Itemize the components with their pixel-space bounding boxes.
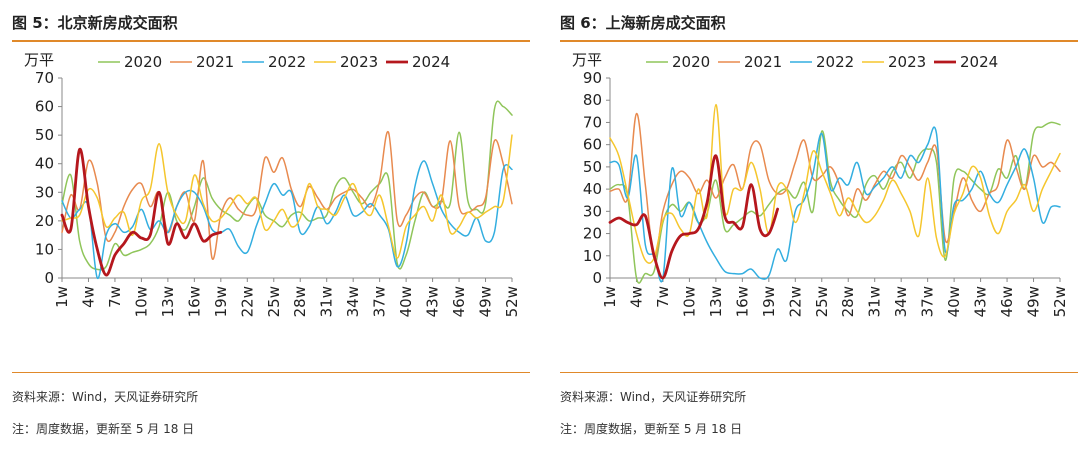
x-tick-label: 10w <box>680 286 698 317</box>
y-tick-label: 40 <box>583 180 602 198</box>
x-tick-label: 19w <box>212 286 230 317</box>
legend-label-2023: 2023 <box>888 53 926 71</box>
x-tick-label: 28w <box>291 286 309 317</box>
bottom-divider <box>12 372 530 373</box>
series-line-2021 <box>61 131 513 260</box>
x-tick-label: 49w <box>1025 286 1043 317</box>
y-axis-unit-label: 万平 <box>572 51 602 69</box>
y-tick-label: 30 <box>35 183 54 201</box>
legend-label-2022: 2022 <box>816 53 854 71</box>
x-tick-label: 34w <box>892 286 910 317</box>
update-note: 注：周度数据，更新至 5 月 18 日 <box>560 422 743 436</box>
x-tick-label: 22w <box>238 286 256 317</box>
x-tick-label: 31w <box>866 286 884 317</box>
x-tick-label: 25w <box>265 286 283 317</box>
x-tick-label: 13w <box>159 286 177 317</box>
x-tick-label: 43w <box>424 286 442 317</box>
x-tick-label: 46w <box>450 286 468 317</box>
x-tick-label: 1w <box>601 286 619 308</box>
y-axis-unit-label: 万平 <box>24 51 54 69</box>
x-tick-label: 10w <box>132 286 150 317</box>
y-tick-label: 60 <box>583 136 602 154</box>
chart-panel-beijing: 图 5：北京新房成交面积 0 10 20 30 40 50 60 70 万平 1w 4w 7w 10w 1… <box>12 0 532 450</box>
legend-label-2024: 2024 <box>412 53 450 71</box>
y-tick-label: 0 <box>44 269 54 287</box>
series-line-2024 <box>608 154 779 280</box>
series-line-2022 <box>61 160 513 279</box>
source-note: 资料来源：Wind，天风证券研究所 <box>12 390 199 404</box>
x-tick-label: 52w <box>503 286 521 317</box>
figure-title: 图 6：上海新房成交面积 <box>560 14 726 32</box>
title-divider <box>560 40 1078 42</box>
legend-label-2020: 2020 <box>124 53 162 71</box>
series-line-2023 <box>609 103 1061 264</box>
legend-label-2023: 2023 <box>340 53 378 71</box>
y-tick-label: 50 <box>583 158 602 176</box>
y-tick-label: 10 <box>583 247 602 265</box>
x-tick-label: 4w <box>627 286 645 308</box>
y-tick-label: 60 <box>35 98 54 116</box>
source-note: 资料来源：Wind，天风证券研究所 <box>560 390 747 404</box>
x-tick-label: 52w <box>1051 286 1069 317</box>
y-tick-label: 10 <box>35 240 54 258</box>
x-tick-label: 7w <box>654 286 672 308</box>
legend-label-2022: 2022 <box>268 53 306 71</box>
x-tick-label: 40w <box>945 286 963 317</box>
x-tick-label: 19w <box>760 286 778 317</box>
x-tick-label: 37w <box>371 286 389 317</box>
x-tick-label: 31w <box>318 286 336 317</box>
x-tick-label: 46w <box>998 286 1016 317</box>
x-tick-label: 7w <box>106 286 124 308</box>
series-line-2020 <box>61 100 513 271</box>
x-tick-label: 49w <box>477 286 495 317</box>
title-divider <box>12 40 530 42</box>
y-tick-label: 50 <box>35 126 54 144</box>
x-tick-label: 22w <box>786 286 804 317</box>
bottom-divider <box>560 372 1078 373</box>
x-tick-label: 34w <box>344 286 362 317</box>
x-tick-label: 16w <box>185 286 203 317</box>
x-tick-label: 43w <box>972 286 990 317</box>
y-tick-label: 70 <box>583 113 602 131</box>
x-tick-label: 1w <box>53 286 71 308</box>
legend-label-2020: 2020 <box>672 53 710 71</box>
legend-label-2024: 2024 <box>960 53 998 71</box>
update-note: 注：周度数据，更新至 5 月 18 日 <box>12 422 195 436</box>
y-tick-label: 30 <box>583 202 602 220</box>
figure-title: 图 5：北京新房成交面积 <box>12 14 178 32</box>
x-tick-label: 13w <box>707 286 725 317</box>
legend-label-2021: 2021 <box>196 53 234 71</box>
x-tick-label: 28w <box>839 286 857 317</box>
series-line-2021 <box>609 112 1061 259</box>
x-tick-label: 40w <box>397 286 415 317</box>
y-tick-label: 80 <box>583 91 602 109</box>
legend-label-2021: 2021 <box>744 53 782 71</box>
series-line-2023 <box>61 134 513 259</box>
x-tick-label: 16w <box>733 286 751 317</box>
x-tick-label: 4w <box>79 286 97 308</box>
y-tick-label: 40 <box>35 155 54 173</box>
x-tick-label: 37w <box>919 286 937 317</box>
series-line-2022 <box>609 126 1061 283</box>
x-tick-label: 25w <box>813 286 831 317</box>
y-tick-label: 0 <box>592 269 602 287</box>
series-line-2024 <box>60 147 223 277</box>
y-tick-label: 70 <box>35 69 54 87</box>
y-tick-label: 20 <box>35 212 54 230</box>
y-tick-label: 20 <box>583 225 602 243</box>
y-tick-label: 90 <box>583 69 602 87</box>
chart-panel-shanghai: 图 6：上海新房成交面积 0 10 20 30 40 50 60 70 80 90 万平 1w 4w 7w… <box>560 0 1080 450</box>
